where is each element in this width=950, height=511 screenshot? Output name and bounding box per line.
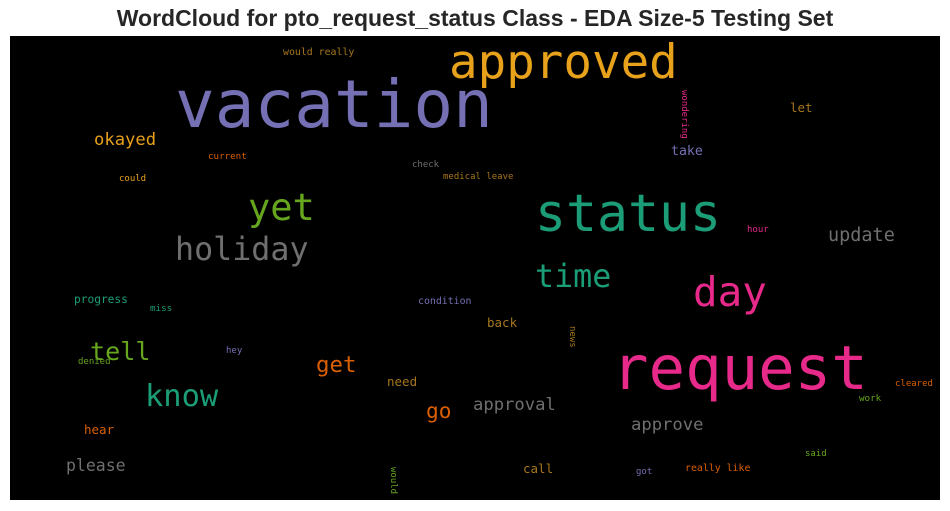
wordcloud-canvas: vacation request status approved day yet holid…	[10, 36, 940, 500]
word-day: day	[693, 268, 767, 316]
word-work: work	[859, 393, 882, 404]
word-status: status	[535, 184, 721, 244]
word-approve: approve	[631, 415, 703, 435]
word-would: would	[388, 467, 398, 494]
word-back: back	[487, 315, 518, 330]
word-update: update	[828, 225, 895, 246]
word-please: please	[66, 456, 126, 475]
word-miss: miss	[150, 303, 172, 314]
word-medical-leave: medical leave	[443, 172, 513, 182]
word-wondering: wondering	[679, 90, 689, 139]
word-hour: hour	[747, 225, 769, 235]
word-let: let	[790, 100, 813, 115]
word-approved: approved	[449, 36, 678, 90]
word-cleared: cleared	[895, 379, 933, 389]
word-know: know	[145, 379, 219, 414]
word-time: time	[535, 259, 611, 295]
word-progress: progress	[74, 293, 128, 306]
word-take: take	[671, 144, 703, 159]
word-would-really: would really	[283, 47, 354, 58]
word-news: news	[567, 326, 577, 348]
word-could: could	[119, 174, 146, 184]
word-hear: hear	[84, 422, 115, 437]
word-approval: approval	[473, 395, 556, 415]
word-condition: condition	[418, 296, 472, 307]
word-denied: denied	[78, 357, 111, 367]
word-check: check	[412, 160, 440, 170]
word-really-like: really like	[685, 463, 750, 474]
word-call: call	[523, 461, 553, 476]
word-said: said	[805, 449, 827, 459]
word-holiday: holiday	[175, 232, 309, 268]
word-get: get	[316, 352, 356, 378]
chart-title: WordCloud for pto_request_status Class -…	[116, 5, 834, 31]
word-go: go	[426, 398, 451, 423]
word-hey: hey	[226, 346, 243, 356]
word-request: request	[612, 334, 868, 404]
word-need: need	[387, 374, 417, 389]
word-yet: yet	[248, 186, 315, 229]
word-current: current	[208, 151, 247, 162]
word-got: got	[636, 467, 652, 477]
word-okayed: okayed	[94, 130, 156, 150]
word-vacation: vacation	[175, 66, 493, 143]
word-tell: tell	[90, 337, 150, 366]
wordcloud-svg: vacation request status approved day yetholid…	[66, 36, 933, 494]
